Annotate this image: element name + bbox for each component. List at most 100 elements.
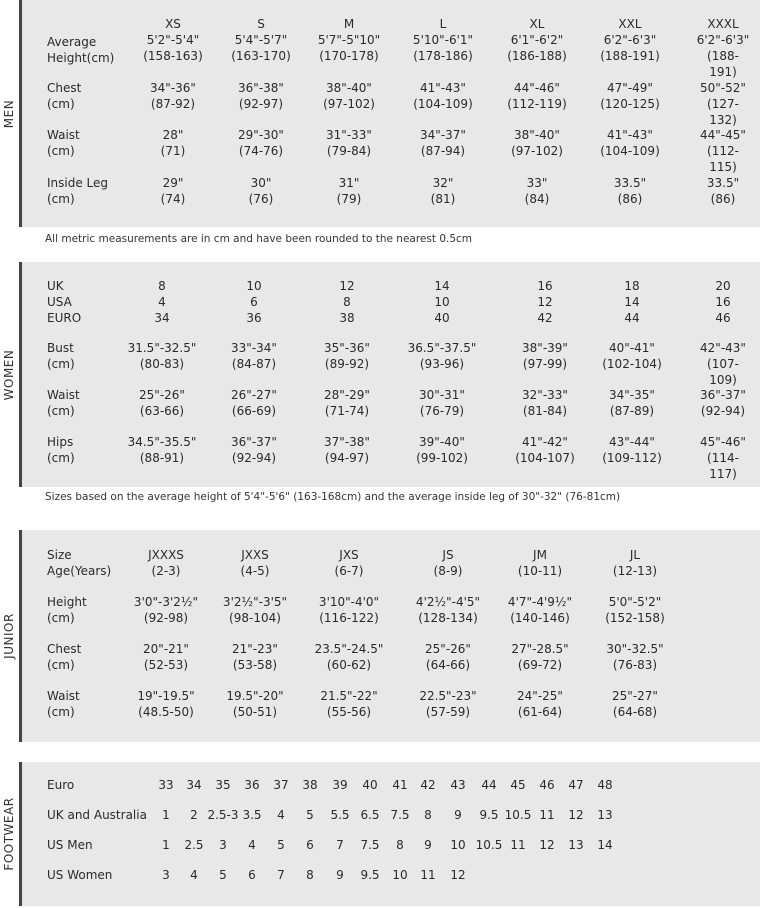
table-cell: 36"-37" (92-94) bbox=[700, 388, 746, 418]
table-cell: 32"-33" (81-84) bbox=[522, 388, 568, 418]
table-cell: 8 bbox=[396, 838, 404, 852]
table-cell: 1 bbox=[162, 838, 170, 852]
table-cell: 31" (79) bbox=[336, 176, 362, 206]
table-cell: 50"-52" (127-132) bbox=[700, 81, 746, 127]
footwear-section-label: FOOTWEAR bbox=[2, 797, 16, 871]
table-cell: 10.5 bbox=[504, 808, 532, 822]
women-size-18: 18 14 44 bbox=[624, 279, 640, 325]
table-cell: 34"-35" (87-89) bbox=[609, 388, 655, 418]
women-size-14: 14 10 40 bbox=[434, 279, 450, 325]
table-cell: 9.5 bbox=[360, 868, 380, 882]
table-cell: 23.5"-24.5" (60-62) bbox=[314, 642, 384, 672]
men-metric-note: All metric measurements are in cm and ha… bbox=[45, 233, 473, 245]
table-cell: 33" (84) bbox=[524, 176, 550, 206]
table-cell: 10 bbox=[392, 868, 408, 882]
table-cell: 42"-43" (107-109) bbox=[700, 341, 746, 387]
row-label: UK and Australia bbox=[47, 808, 147, 822]
table-cell: 8 bbox=[306, 868, 314, 882]
table-cell: 36.5"-37.5" (93-96) bbox=[407, 341, 477, 371]
table-cell: 28"-29" (71-74) bbox=[324, 388, 370, 418]
row-label: US Women bbox=[47, 868, 113, 882]
table-cell: 21"-23" (53-58) bbox=[232, 642, 278, 672]
table-cell: 4 bbox=[190, 868, 198, 882]
table-cell: 6.5 bbox=[360, 808, 380, 822]
table-cell: 4 bbox=[248, 838, 256, 852]
table-cell: 38 bbox=[302, 778, 318, 792]
row-label: Inside Leg (cm) bbox=[47, 176, 109, 206]
table-cell: 25"-26" (64-66) bbox=[425, 642, 471, 672]
row-label: Average Height(cm) bbox=[47, 35, 115, 65]
table-cell: 20"-21" (52-53) bbox=[143, 642, 189, 672]
table-cell: 3'10"-4'0" (116-122) bbox=[318, 595, 380, 625]
table-cell: 38"-39" (97-99) bbox=[522, 341, 568, 371]
women-size-20: 20 16 46 bbox=[715, 279, 731, 325]
table-cell: 31"-33" (79-84) bbox=[326, 128, 372, 158]
footwear-size-table: Euro 33 34 35 36 37 38 39 40 41 42 43 44… bbox=[19, 762, 760, 906]
junior-size-jxs: JXS (6-7) bbox=[334, 548, 364, 578]
table-cell: 10.5 bbox=[475, 838, 503, 852]
table-cell: 25"-26" (63-66) bbox=[139, 388, 185, 418]
footwear-section: FOOTWEAR Euro 33 34 35 36 37 38 39 40 41… bbox=[0, 762, 760, 906]
table-cell: 41"-43" (104-109) bbox=[600, 128, 660, 158]
table-cell: 6 bbox=[306, 838, 314, 852]
table-cell: 42 bbox=[420, 778, 436, 792]
table-cell: 5'10"-6'1" (178-186) bbox=[412, 33, 474, 63]
table-cell: 4 bbox=[277, 808, 285, 822]
table-cell: 2.5 bbox=[184, 838, 204, 852]
table-cell: 6'2"-6'3" (188-191) bbox=[600, 33, 660, 63]
table-cell: 33"-34" (84-87) bbox=[231, 341, 277, 371]
table-cell: 35"-36" (89-92) bbox=[324, 341, 370, 371]
table-cell: 9.5 bbox=[479, 808, 499, 822]
table-cell: 37"-38" (94-97) bbox=[324, 435, 370, 465]
table-cell: 28" (71) bbox=[160, 128, 186, 158]
table-cell: 38"-40" (97-102) bbox=[511, 128, 563, 158]
table-cell: 34"-36" (87-92) bbox=[150, 81, 196, 111]
table-cell: 30" (76) bbox=[248, 176, 274, 206]
table-cell: 21.5"-22" (55-56) bbox=[320, 689, 378, 719]
row-label: Hips (cm) bbox=[47, 435, 75, 465]
row-label: Waist (cm) bbox=[47, 388, 80, 418]
row-label: US Men bbox=[47, 838, 93, 852]
table-cell: 13 bbox=[568, 838, 584, 852]
table-cell: 5.5 bbox=[330, 808, 350, 822]
row-label: Chest (cm) bbox=[47, 642, 82, 672]
junior-size-jm: JM (10-11) bbox=[517, 548, 563, 578]
table-cell: 13 bbox=[597, 808, 613, 822]
men-size-m: M bbox=[343, 17, 355, 31]
men-size-l: L bbox=[439, 17, 447, 31]
table-cell: 12 bbox=[568, 808, 584, 822]
table-cell: 19.5"-20" (50-51) bbox=[226, 689, 284, 719]
table-cell: 24"-25" (61-64) bbox=[517, 689, 563, 719]
men-size-xs: XS bbox=[165, 17, 181, 31]
table-cell: 41 bbox=[392, 778, 408, 792]
table-cell: 9 bbox=[336, 868, 344, 882]
table-cell: 11 bbox=[420, 868, 436, 882]
table-cell: 36"-38" (92-97) bbox=[238, 81, 284, 111]
junior-section: JUNIOR Size Age(Years) JXXXS (2-3) JXXS … bbox=[0, 530, 760, 742]
row-label: Waist (cm) bbox=[47, 689, 80, 719]
women-size-12: 12 8 38 bbox=[339, 279, 355, 325]
row-label: Bust (cm) bbox=[47, 341, 75, 371]
table-cell: 47"-49" (120-125) bbox=[600, 81, 660, 111]
table-cell: 37 bbox=[273, 778, 289, 792]
men-size-table: XS S M L XL XXL XXXL Average Height(cm) … bbox=[19, 0, 760, 227]
men-section: MEN XS S M L XL XXL XXXL Average Height(… bbox=[0, 0, 760, 227]
men-section-label: MEN bbox=[2, 99, 16, 128]
table-cell: 5 bbox=[277, 838, 285, 852]
table-cell: 44 bbox=[481, 778, 497, 792]
table-cell: 22.5"-23" (57-59) bbox=[419, 689, 477, 719]
table-cell: 36 bbox=[244, 778, 260, 792]
table-cell: 12 bbox=[450, 868, 466, 882]
table-cell: 32" (81) bbox=[430, 176, 456, 206]
table-cell: 12 bbox=[539, 838, 555, 852]
women-section: WOMEN UK USA EURO 8 4 34 10 6 36 12 8 38… bbox=[0, 262, 760, 487]
women-size-16: 16 12 42 bbox=[537, 279, 553, 325]
table-cell: 1 bbox=[162, 808, 170, 822]
table-cell: 8 bbox=[424, 808, 432, 822]
table-cell: 2.5-3 bbox=[207, 808, 239, 822]
table-cell: 25"-27" (64-68) bbox=[612, 689, 658, 719]
men-size-xl: XL bbox=[529, 17, 545, 31]
table-cell: 19"-19.5" (48.5-50) bbox=[137, 689, 195, 719]
table-cell: 11 bbox=[539, 808, 555, 822]
table-cell: 35 bbox=[215, 778, 231, 792]
